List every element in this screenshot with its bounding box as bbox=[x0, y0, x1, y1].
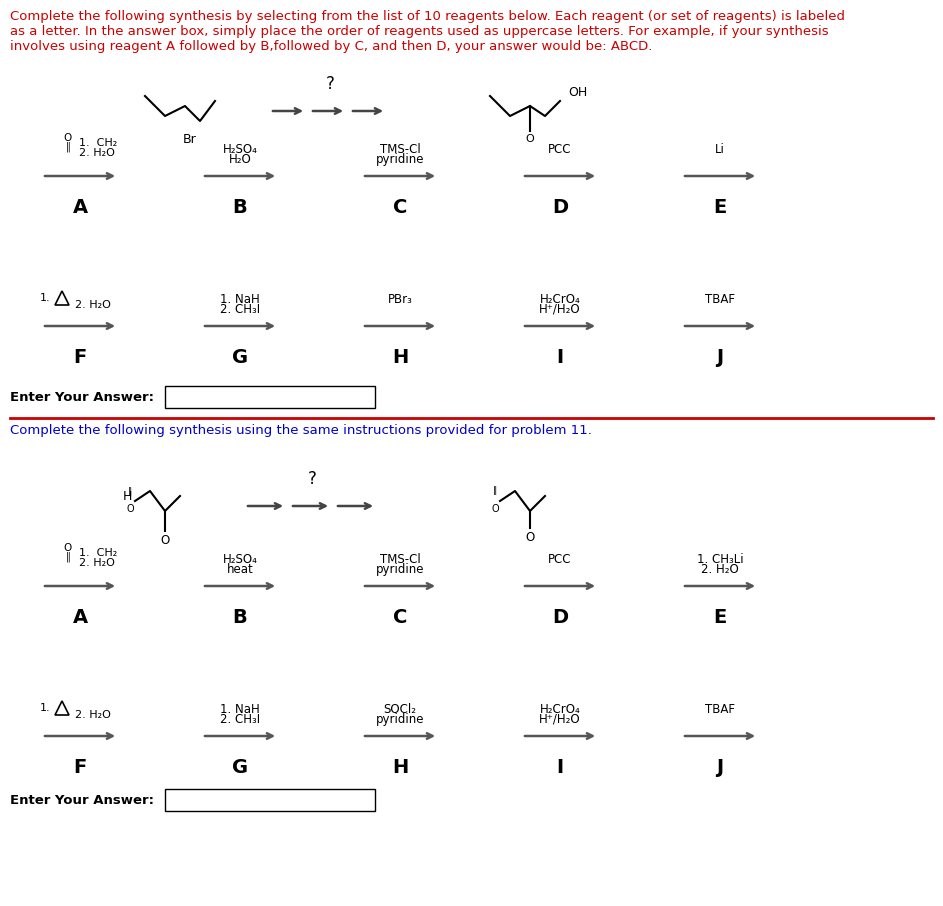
Text: O: O bbox=[126, 504, 134, 514]
Text: G: G bbox=[232, 348, 248, 367]
Text: ‖: ‖ bbox=[493, 486, 497, 495]
Text: H: H bbox=[392, 758, 408, 777]
Text: H₂SO₄: H₂SO₄ bbox=[223, 143, 257, 156]
Text: D: D bbox=[552, 198, 568, 217]
Text: D: D bbox=[552, 608, 568, 627]
Text: C: C bbox=[393, 198, 407, 217]
Text: H₂SO₄: H₂SO₄ bbox=[223, 553, 257, 566]
Text: 1.: 1. bbox=[40, 293, 50, 303]
Text: 1. NaH: 1. NaH bbox=[220, 293, 260, 306]
Text: H₂O: H₂O bbox=[228, 153, 252, 166]
Text: 2. CH₃I: 2. CH₃I bbox=[220, 303, 260, 316]
Text: O: O bbox=[160, 534, 170, 547]
Text: H₂CrO₄: H₂CrO₄ bbox=[539, 293, 580, 306]
Text: A: A bbox=[73, 198, 88, 217]
Text: F: F bbox=[74, 348, 87, 367]
FancyBboxPatch shape bbox=[165, 386, 375, 408]
Text: PCC: PCC bbox=[548, 553, 571, 566]
Text: Br: Br bbox=[183, 133, 197, 146]
Text: O: O bbox=[525, 531, 535, 544]
FancyBboxPatch shape bbox=[165, 789, 375, 811]
Text: E: E bbox=[713, 198, 727, 217]
Text: B: B bbox=[233, 608, 247, 627]
Text: 2. CH₃I: 2. CH₃I bbox=[220, 713, 260, 726]
Text: Li: Li bbox=[715, 143, 725, 156]
Text: H₂CrO₄: H₂CrO₄ bbox=[539, 703, 580, 716]
Text: TBAF: TBAF bbox=[705, 703, 735, 716]
Text: heat: heat bbox=[226, 563, 254, 576]
Text: pyridine: pyridine bbox=[375, 153, 424, 166]
Text: Complete the following synthesis using the same instructions provided for proble: Complete the following synthesis using t… bbox=[10, 424, 592, 437]
Text: G: G bbox=[232, 758, 248, 777]
Text: O: O bbox=[491, 504, 499, 514]
Text: ‖: ‖ bbox=[66, 141, 71, 151]
Text: O: O bbox=[64, 543, 72, 553]
Text: Enter Your Answer:: Enter Your Answer: bbox=[10, 391, 154, 404]
Text: 1.  CH₂: 1. CH₂ bbox=[79, 138, 117, 148]
Text: 1.: 1. bbox=[40, 703, 50, 713]
Text: H: H bbox=[392, 348, 408, 367]
Text: ?: ? bbox=[307, 470, 317, 488]
Text: Complete the following synthesis by selecting from the list of 10 reagents below: Complete the following synthesis by sele… bbox=[10, 10, 845, 53]
Text: 2. H₂O: 2. H₂O bbox=[702, 563, 739, 576]
Text: I: I bbox=[556, 758, 564, 777]
Text: TBAF: TBAF bbox=[705, 293, 735, 306]
Text: 2. H₂O: 2. H₂O bbox=[75, 300, 111, 310]
Text: H⁺/H₂O: H⁺/H₂O bbox=[539, 303, 581, 316]
Text: ‖: ‖ bbox=[128, 487, 132, 496]
Text: B: B bbox=[233, 198, 247, 217]
Text: 2. H₂O: 2. H₂O bbox=[79, 558, 115, 568]
Text: ‖: ‖ bbox=[66, 551, 71, 562]
Text: I: I bbox=[556, 348, 564, 367]
Text: TMS-Cl: TMS-Cl bbox=[380, 143, 421, 156]
Text: ?: ? bbox=[325, 75, 335, 93]
Text: OH: OH bbox=[568, 86, 587, 100]
Text: pyridine: pyridine bbox=[375, 713, 424, 726]
Text: TMS-Cl: TMS-Cl bbox=[380, 553, 421, 566]
Text: F: F bbox=[74, 758, 87, 777]
Text: 2. H₂O: 2. H₂O bbox=[75, 710, 111, 720]
Text: 1. NaH: 1. NaH bbox=[220, 703, 260, 716]
Text: pyridine: pyridine bbox=[375, 563, 424, 576]
Text: E: E bbox=[713, 608, 727, 627]
Text: J: J bbox=[717, 758, 723, 777]
Text: H: H bbox=[123, 489, 132, 503]
Text: C: C bbox=[393, 608, 407, 627]
Text: Enter Your Answer:: Enter Your Answer: bbox=[10, 794, 154, 807]
Text: O: O bbox=[525, 134, 535, 144]
Text: O: O bbox=[64, 133, 72, 143]
Text: 2. H₂O: 2. H₂O bbox=[79, 148, 115, 158]
Text: 1. CH₃Li: 1. CH₃Li bbox=[697, 553, 743, 566]
Text: H⁺/H₂O: H⁺/H₂O bbox=[539, 713, 581, 726]
Text: PCC: PCC bbox=[548, 143, 571, 156]
Text: 1.  CH₂: 1. CH₂ bbox=[79, 548, 117, 558]
Text: A: A bbox=[73, 608, 88, 627]
Text: J: J bbox=[717, 348, 723, 367]
Text: PBr₃: PBr₃ bbox=[388, 293, 412, 306]
Text: SOCl₂: SOCl₂ bbox=[384, 703, 417, 716]
